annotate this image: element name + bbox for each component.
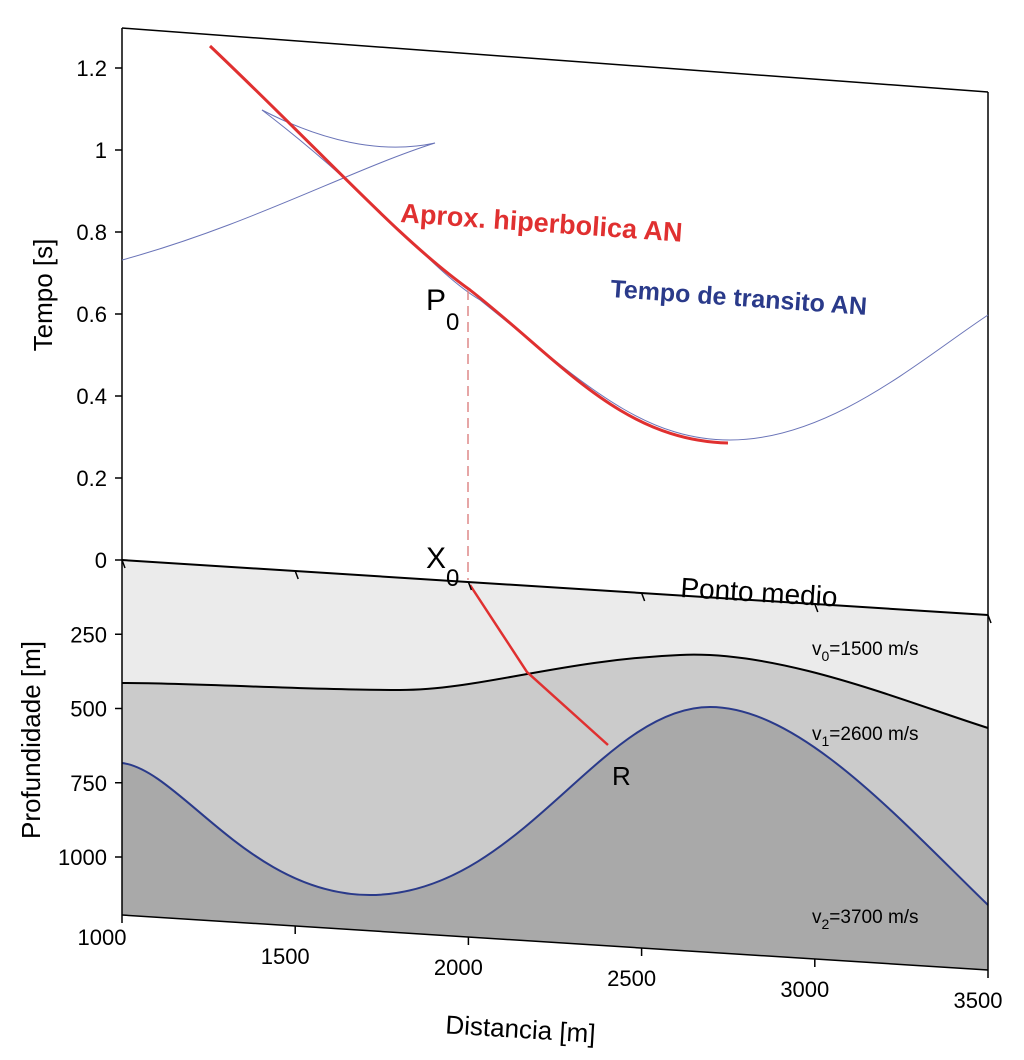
transit-curve (261, 109, 989, 441)
y-tick-label: 0.6 (76, 302, 107, 327)
surface-tick (294, 570, 299, 580)
velocity-value: =1500 m/s (829, 639, 918, 660)
y-tick-label: 0.2 (76, 466, 107, 491)
velocity-value: =2600 m/s (829, 724, 918, 745)
velocity-label: v0=1500 m/s (812, 639, 919, 664)
surface-tick (467, 581, 473, 591)
p0-label: P0 (426, 284, 459, 336)
y-tick-label: 0 (95, 548, 107, 573)
velocity-letter: v (812, 639, 822, 660)
transit-curve-branch (121, 109, 436, 261)
reflector-label: R (612, 761, 631, 791)
y-tick-label: 250 (70, 622, 107, 647)
p0-letter: P (426, 284, 446, 317)
x-tick-label: 3500 (954, 988, 1003, 1013)
x-title: Distancia [m] (445, 1009, 597, 1048)
y-tick-label: 0.4 (76, 384, 107, 409)
y-tick-label: 1000 (58, 845, 107, 870)
y-lower-title: Profundidade [m] (16, 641, 46, 839)
layer-2 (122, 707, 988, 970)
y-tick-label: 750 (70, 771, 107, 796)
velocity-label: v1=2600 m/s (812, 724, 919, 749)
velocity-letter: v (812, 724, 822, 745)
interface-2 (121, 705, 989, 906)
layer-1 (122, 654, 988, 905)
x-tick-label: 3000 (780, 977, 829, 1002)
interface-1 (121, 653, 989, 729)
surface-tick (640, 592, 646, 602)
x0-sub: 0 (446, 565, 459, 592)
velocity-sub: 0 (822, 648, 830, 664)
surface-tick (814, 603, 819, 613)
x-tick-label: 1500 (261, 944, 310, 969)
x-tick-label: 1000 (78, 925, 127, 950)
frame (121, 27, 989, 971)
velocity-sub: 1 (822, 733, 830, 749)
y-upper-title: Tempo [s] (28, 239, 58, 352)
velocity-sub: 2 (822, 916, 830, 932)
hyperbolic-curve (208, 44, 729, 445)
p0-sub: 0 (446, 309, 459, 336)
hyperbolic-label: Aprox. hiperbolica AN (400, 198, 684, 248)
x0-label: X0 (426, 542, 459, 592)
ray (468, 584, 609, 746)
x0-letter: X (426, 542, 446, 575)
surface-tick (121, 559, 126, 569)
velocity-label: v2=3700 m/s (812, 907, 919, 932)
surface-tick (987, 614, 992, 624)
velocity-value: =3700 m/s (829, 907, 918, 928)
x-tick-label: 2500 (607, 966, 656, 991)
velocity-letter: v (812, 907, 822, 928)
x-tick-label: 2000 (434, 955, 483, 980)
y-tick-label: 0.8 (76, 220, 107, 245)
y-tick-label: 1.2 (76, 56, 107, 81)
transit-label: Tempo de transito AN (610, 275, 868, 321)
y-tick-label: 500 (70, 697, 107, 722)
y-tick-label: 1 (95, 138, 107, 163)
